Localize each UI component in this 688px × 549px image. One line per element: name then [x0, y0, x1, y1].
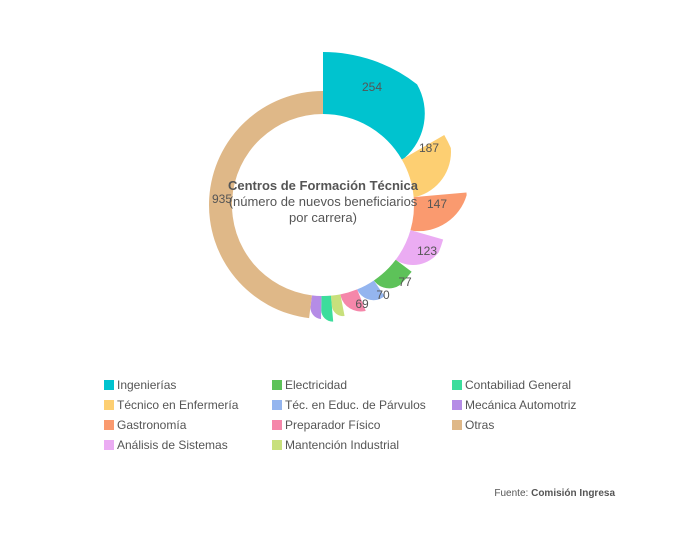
legend-label: Análisis de Sistemas: [117, 438, 228, 452]
legend-item-ingenierias[interactable]: Ingenierías: [104, 378, 176, 392]
data-label-analisis-sistemas: 123: [417, 244, 437, 258]
legend-label: Mecánica Automotriz: [465, 398, 577, 412]
legend-label: Electricidad: [285, 378, 348, 392]
slice-analisis-sistemas[interactable]: [395, 230, 444, 266]
legend-swatch: [272, 380, 282, 390]
slice-preparador-fisico[interactable]: [340, 289, 366, 312]
legend-swatch: [104, 440, 114, 450]
source-name: Comisión Ingresa: [531, 488, 615, 499]
slice-electricidad[interactable]: [373, 259, 412, 289]
legend-swatch: [272, 420, 282, 430]
legend-item-educ-parvulos[interactable]: Téc. en Educ. de Párvulos: [272, 398, 426, 412]
data-label-tecnico-enfermeria: 187: [419, 141, 439, 155]
legend-item-preparador-fisico[interactable]: Preparador Físico: [272, 418, 380, 432]
legend-item-electricidad[interactable]: Electricidad: [272, 378, 347, 392]
chart-center-title: Centros de Formación Técnica (número de …: [218, 178, 428, 226]
legend-item-analisis-sistemas[interactable]: Análisis de Sistemas: [104, 438, 228, 452]
legend-label: Otras: [465, 418, 495, 432]
slice-otras[interactable]: [209, 91, 323, 319]
slice-ingenierias[interactable]: [323, 52, 425, 160]
legend-swatch: [104, 380, 114, 390]
slice-tecnico-enfermeria[interactable]: [401, 135, 452, 198]
data-label-gastronomia: 147: [427, 197, 447, 211]
legend-swatch: [452, 380, 462, 390]
slice-gastronomia[interactable]: [410, 192, 467, 232]
legend-swatch: [272, 400, 282, 410]
legend-item-gastronomia[interactable]: Gastronomía: [104, 418, 186, 432]
data-label-electricidad: 77: [398, 275, 412, 289]
data-label-ingenierias: 254: [362, 80, 382, 94]
legend-item-contabilidad-general[interactable]: Contabiliad General: [452, 378, 571, 392]
legend-label: Téc. en Educ. de Párvulos: [285, 398, 426, 412]
source-prefix: Fuente:: [494, 488, 532, 499]
slice-mantencion-industrial[interactable]: [330, 294, 345, 317]
legend-item-mecanica-automotriz[interactable]: Mecánica Automotriz: [452, 398, 576, 412]
legend-label: Técnico en Enfermería: [117, 398, 239, 412]
chart-subtitle: (número de nuevos beneficiarios por carr…: [228, 194, 418, 225]
data-label-educ-parvulos: 70: [376, 288, 390, 302]
legend-label: Ingenierías: [117, 378, 177, 392]
legend-swatch: [452, 400, 462, 410]
data-label-otras: 935: [212, 192, 232, 206]
chart-title: Centros de Formación Técnica: [228, 178, 418, 193]
legend-item-otras[interactable]: Otras: [452, 418, 494, 432]
legend-swatch: [452, 420, 462, 430]
legend-swatch: [104, 420, 114, 430]
legend-swatch: [104, 400, 114, 410]
data-label-preparador-fisico: 69: [355, 297, 369, 311]
legend-swatch: [272, 440, 282, 450]
slice-contabilidad-general[interactable]: [321, 295, 334, 322]
legend-item-mantencion-industrial[interactable]: Mantención Industrial: [272, 438, 399, 452]
legend-label: Mantención Industrial: [285, 438, 400, 452]
legend-item-tecnico-enfermeria[interactable]: Técnico en Enfermería: [104, 398, 238, 412]
legend-label: Contabiliad General: [465, 378, 572, 392]
legend-label: Gastronomía: [117, 418, 187, 432]
slice-educ-parvulos[interactable]: [357, 280, 385, 301]
legend-label: Preparador Físico: [285, 418, 381, 432]
slice-mecanica-automotriz[interactable]: [310, 295, 322, 319]
source-note: Fuente: Comisión Ingresa: [494, 488, 615, 499]
